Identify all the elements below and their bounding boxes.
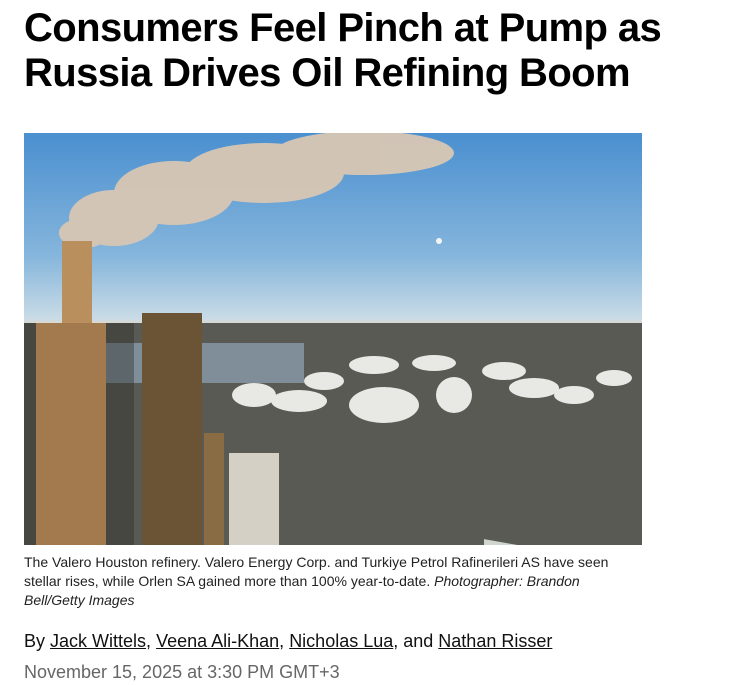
photo-caption: The Valero Houston refinery. Valero Ener…: [24, 553, 644, 610]
separator: , and: [393, 631, 439, 651]
byline: By Jack Wittels, Veena Ali-Khan, Nichola…: [24, 631, 552, 652]
headline: Consumers Feel Pinch at Pump as Russia D…: [24, 6, 662, 95]
author-link[interactable]: Veena Ali-Khan: [156, 631, 280, 651]
byline-prefix: By: [24, 631, 46, 651]
separator: ,: [146, 631, 157, 651]
caption-text: The Valero Houston refinery. Valero Ener…: [24, 554, 609, 589]
photo-credit: Photographer: Brandon Bell/Getty Images: [24, 573, 580, 608]
refinery-image: [24, 133, 642, 545]
author-link[interactable]: Nathan Risser: [438, 631, 553, 651]
author-link[interactable]: Jack Wittels: [50, 631, 147, 651]
separator: ,: [279, 631, 290, 651]
author-link[interactable]: Nicholas Lua: [289, 631, 394, 651]
publish-date: November 15, 2025 at 3:30 PM GMT+3: [24, 662, 340, 682]
article-photo: [24, 133, 642, 545]
